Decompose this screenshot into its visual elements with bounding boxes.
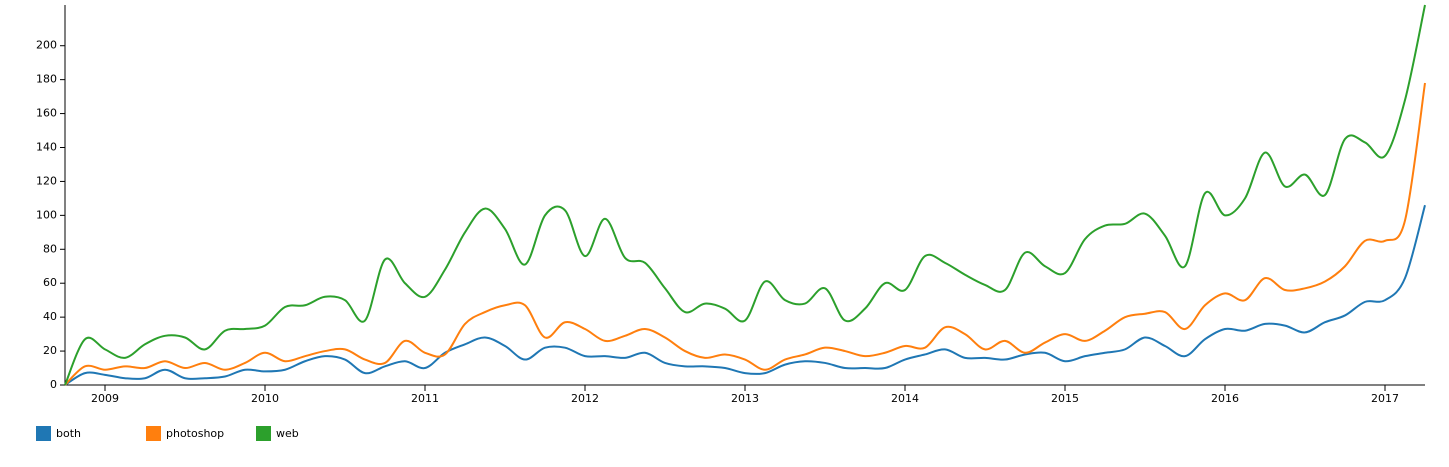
line (64, 4, 1426, 386)
y-tick-label: 60 (43, 276, 57, 289)
legend-label: web (276, 427, 299, 440)
y-tick-label: 20 (43, 344, 57, 357)
x-tick-label: 2016 (1211, 392, 1239, 405)
legend-label: both (56, 427, 81, 440)
y-tick-label: 0 (50, 378, 57, 391)
y-tick-label: 100 (36, 208, 57, 221)
y-tick-label: 140 (36, 141, 57, 154)
line (64, 82, 1426, 386)
y-tick-label: 180 (36, 73, 57, 86)
legend-swatch (146, 426, 161, 441)
x-tick-label: 2011 (411, 392, 439, 405)
y-tick-label: 200 (36, 39, 57, 52)
x-tick-label: 2010 (251, 392, 279, 405)
y-tick-label: 120 (36, 174, 57, 187)
line (64, 204, 1426, 386)
x-tick-label: 2017 (1371, 392, 1399, 405)
legend-label: photoshop (166, 427, 224, 440)
legend-swatch (256, 426, 271, 441)
x-tick-label: 2014 (891, 392, 919, 405)
legend-swatch (36, 426, 51, 441)
y-tick-label: 40 (43, 310, 57, 323)
x-tick-label: 2009 (91, 392, 119, 405)
y-tick-label: 160 (36, 107, 57, 120)
x-tick-label: 2012 (571, 392, 599, 405)
x-tick-label: 2015 (1051, 392, 1079, 405)
y-tick-label: 80 (43, 242, 57, 255)
x-tick-label: 2013 (731, 392, 759, 405)
